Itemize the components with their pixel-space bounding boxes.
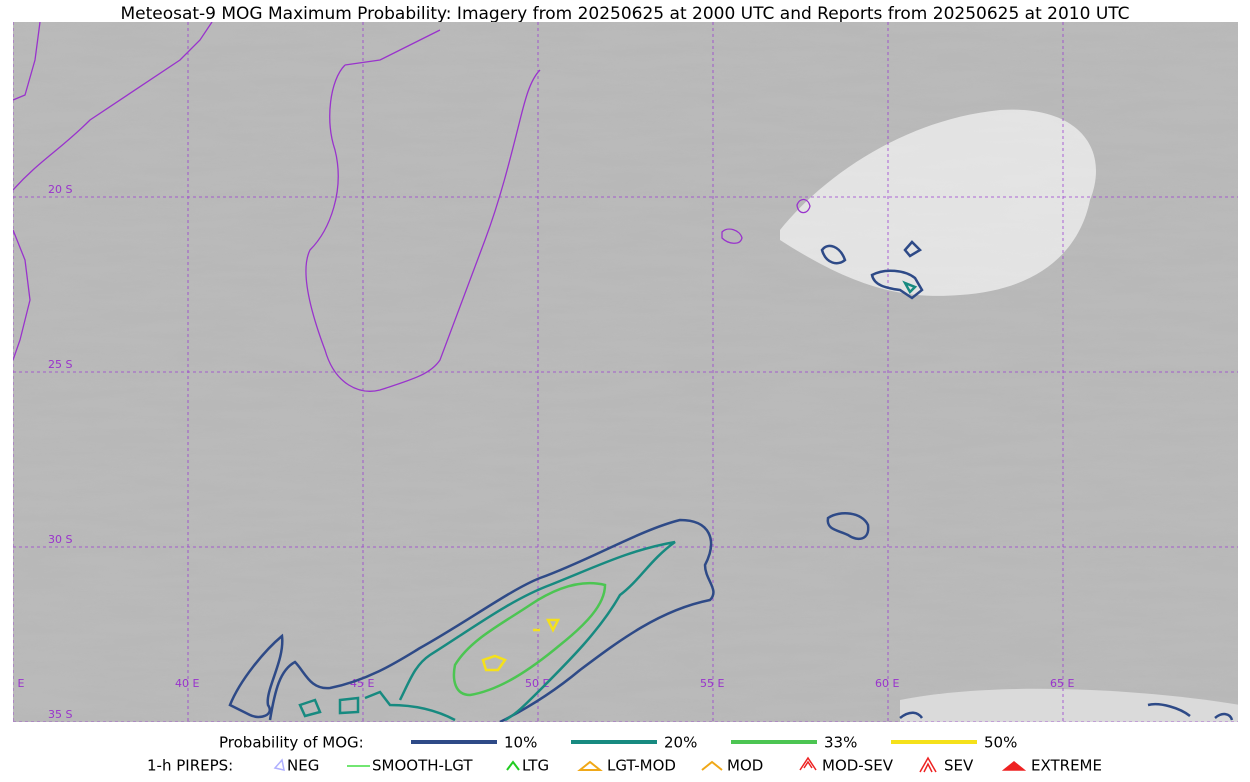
- cloud-band: [900, 688, 1238, 722]
- legend-label: NEG: [287, 757, 319, 775]
- lat-label: 30 S: [48, 533, 72, 546]
- lon-label: 55 E: [700, 677, 724, 690]
- legend-label: EXTREME: [1031, 757, 1102, 775]
- legend-label: SMOOTH-LGT: [372, 757, 473, 775]
- lon-label: 35 E: [0, 677, 24, 690]
- madagascar-coast: [305, 29, 541, 392]
- legend-title: 1-h PIREPS:: [147, 757, 233, 775]
- map-area: 35 E 40 E 45 E 50 E 55 E 60 E 65 E20 S25 S30 S…: [0, 22, 1238, 722]
- title: Meteosat-9 MOG Maximum Probability: Imag…: [120, 4, 1129, 24]
- lat-label: 20 S: [48, 183, 72, 196]
- lon-label: 60 E: [875, 677, 899, 690]
- island-coast: [721, 198, 811, 244]
- graticule: 35 E 40 E 45 E 50 E 55 E 60 E 65 E20 S25 S30 S…: [0, 22, 1238, 722]
- lon-label: 40 E: [175, 677, 199, 690]
- africa-coast: [13, 229, 31, 361]
- legend-label: 20%: [664, 734, 697, 752]
- legend-label: MOD: [727, 757, 763, 775]
- cloud-cluster: [780, 109, 1096, 296]
- lon-label: 65 E: [1050, 677, 1074, 690]
- probability-contours: [228, 240, 1234, 722]
- legend-label: 33%: [824, 734, 857, 752]
- legend-title: Probability of MOG:: [219, 734, 364, 752]
- legend: Probability of MOG: 1-h PIREPS: 10% 20% 33…: [147, 734, 1102, 775]
- legend-label: SEV: [944, 757, 974, 775]
- legend-label: 50%: [984, 734, 1017, 752]
- legend-label: LTG: [522, 757, 549, 775]
- pirep-icons: [273, 756, 1027, 773]
- legend-label: LGT-MOD: [607, 757, 676, 775]
- legend-label: 10%: [504, 734, 537, 752]
- lat-label: 35 S: [48, 708, 72, 721]
- coastlines: [13, 22, 811, 392]
- lat-label: 25 S: [48, 358, 72, 371]
- legend-label: MOD-SEV: [822, 757, 894, 775]
- africa-coast: [13, 22, 213, 191]
